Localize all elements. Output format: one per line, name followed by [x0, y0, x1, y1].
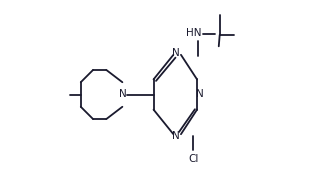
- Text: N: N: [172, 131, 180, 141]
- Text: N: N: [119, 89, 126, 99]
- Text: HN: HN: [186, 28, 202, 38]
- Text: N: N: [172, 48, 180, 57]
- Text: N: N: [196, 89, 203, 99]
- Text: Cl: Cl: [188, 154, 199, 164]
